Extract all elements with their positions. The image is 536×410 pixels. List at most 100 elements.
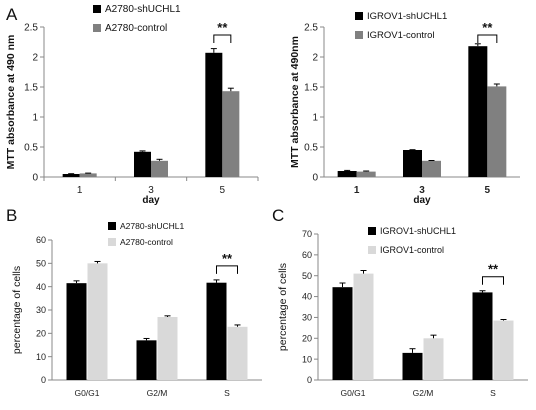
bar <box>205 52 223 177</box>
bar <box>493 320 514 380</box>
significance-label: ** <box>217 20 228 35</box>
significance-label: ** <box>488 262 499 277</box>
y-axis-label: MTT absorbance at 490 nm <box>5 35 17 170</box>
y-tick-label: 2 <box>32 53 38 64</box>
bar <box>206 282 227 380</box>
y-tick-label: 50 <box>302 271 312 281</box>
y-tick-label: 2 <box>312 53 318 64</box>
significance-label: ** <box>222 251 233 266</box>
panel-letter-a: A <box>6 5 18 24</box>
y-tick-label: 60 <box>36 235 46 245</box>
x-axis-label: day <box>413 195 431 206</box>
y-tick-label: 1.5 <box>24 83 38 94</box>
y-tick-label: 40 <box>36 282 46 292</box>
x-category-label: 1 <box>77 185 83 196</box>
legend-label: A2780-control <box>120 237 173 247</box>
bar <box>403 150 422 177</box>
legend-swatch <box>108 222 116 230</box>
significance-bracket <box>477 34 498 43</box>
y-axis-label: percentage of cells <box>277 263 289 351</box>
panel-letter-c: C <box>272 206 284 225</box>
bar <box>423 338 444 380</box>
y-tick-label: 70 <box>302 229 312 239</box>
y-axis-label: MTT absorbance at 490nm <box>289 36 301 168</box>
legend-swatch <box>355 31 363 39</box>
y-tick-label: 0.5 <box>304 143 318 154</box>
panel-letter-b: B <box>6 206 17 225</box>
y-axis-label: percentage of cells <box>11 266 23 354</box>
legend-label: A2780-shUCHL1 <box>120 221 185 231</box>
y-tick-label: 10 <box>36 352 46 362</box>
chart-a2780-mtt: 0 0.5 1 1.5 2 2.5 1 3 5 ** MTT absorbance at 490 n… <box>5 4 259 206</box>
bar <box>136 340 157 380</box>
y-tick-label: 30 <box>302 313 312 323</box>
y-tick-label: 0 <box>41 375 46 385</box>
bar <box>487 86 507 177</box>
x-category-label: G2/M <box>147 388 168 398</box>
y-tick-label: 1.5 <box>304 83 318 94</box>
x-category-label: S <box>224 388 230 398</box>
y-tick-label: 0.5 <box>24 143 38 154</box>
y-tick-label: 30 <box>36 305 46 315</box>
bar <box>87 263 108 380</box>
y-tick-label: 20 <box>302 333 312 343</box>
legend-swatch <box>368 227 376 235</box>
x-category-label: 3 <box>148 185 154 196</box>
bar <box>227 326 248 380</box>
x-category-label: 1 <box>354 185 360 196</box>
bar <box>472 292 493 380</box>
legend-label: IGROV1-shUCHL1 <box>380 226 456 236</box>
bar <box>337 171 357 177</box>
y-tick-label: 1 <box>32 113 38 124</box>
y-tick-label: 1 <box>312 113 318 124</box>
x-category-label: 5 <box>220 185 226 196</box>
chart-igrov1-mtt: 0 0.5 1 1.5 2 2.5 1 3 5 ** MTT absorbance at 490nm… <box>289 11 520 206</box>
x-axis-label: day <box>142 195 160 206</box>
bar <box>468 46 488 178</box>
bar <box>151 160 168 177</box>
legend-swatch <box>355 12 363 20</box>
bar <box>356 171 376 177</box>
x-category-label: G0/G1 <box>74 388 99 398</box>
significance-label: ** <box>482 20 493 35</box>
y-tick-label: 40 <box>302 292 312 302</box>
bar <box>402 352 423 380</box>
y-tick-label: 2.5 <box>304 23 318 34</box>
bar <box>422 160 441 177</box>
x-category-label: G0/G1 <box>340 388 365 398</box>
bar <box>222 91 240 177</box>
bar <box>79 173 97 177</box>
legend-label: IGROV1-control <box>380 245 444 255</box>
y-tick-label: 50 <box>36 258 46 268</box>
legend-label: A2780-control <box>105 23 167 34</box>
bar <box>62 174 80 177</box>
y-tick-label: 0 <box>312 173 318 184</box>
bar <box>66 283 87 380</box>
y-tick-label: 0 <box>307 375 312 385</box>
legend-swatch <box>93 5 101 13</box>
significance-bracket <box>213 34 232 43</box>
y-tick-label: 0 <box>32 173 38 184</box>
significance-bracket <box>216 265 238 274</box>
bar <box>134 151 151 177</box>
legend-label: A2780-shUCHL1 <box>105 4 181 15</box>
legend-label: IGROV1-shUCHL1 <box>367 11 447 22</box>
x-category-label: G2/M <box>413 388 434 398</box>
legend-swatch <box>368 246 376 254</box>
y-tick-label: 10 <box>302 354 312 364</box>
bar <box>157 317 178 380</box>
x-category-label: 5 <box>485 185 491 196</box>
y-tick-label: 60 <box>302 250 312 260</box>
legend-label: IGROV1-control <box>367 30 435 41</box>
legend-swatch <box>93 24 101 32</box>
chart-a2780-cell-cycle: 0 10 20 30 40 50 60 G0/G1 G2/M S ** percentage of c… <box>11 221 262 398</box>
bar <box>332 287 353 380</box>
y-tick-label: 20 <box>36 328 46 338</box>
chart-igrov1-cell-cycle: 0 10 20 30 40 50 60 70 G0/G1 G2/M S ** percentage of… <box>277 226 528 398</box>
bar <box>353 273 374 380</box>
y-tick-label: 2.5 <box>24 23 38 34</box>
x-category-label: 3 <box>419 185 425 196</box>
legend-swatch <box>108 238 116 246</box>
significance-bracket <box>482 276 504 285</box>
